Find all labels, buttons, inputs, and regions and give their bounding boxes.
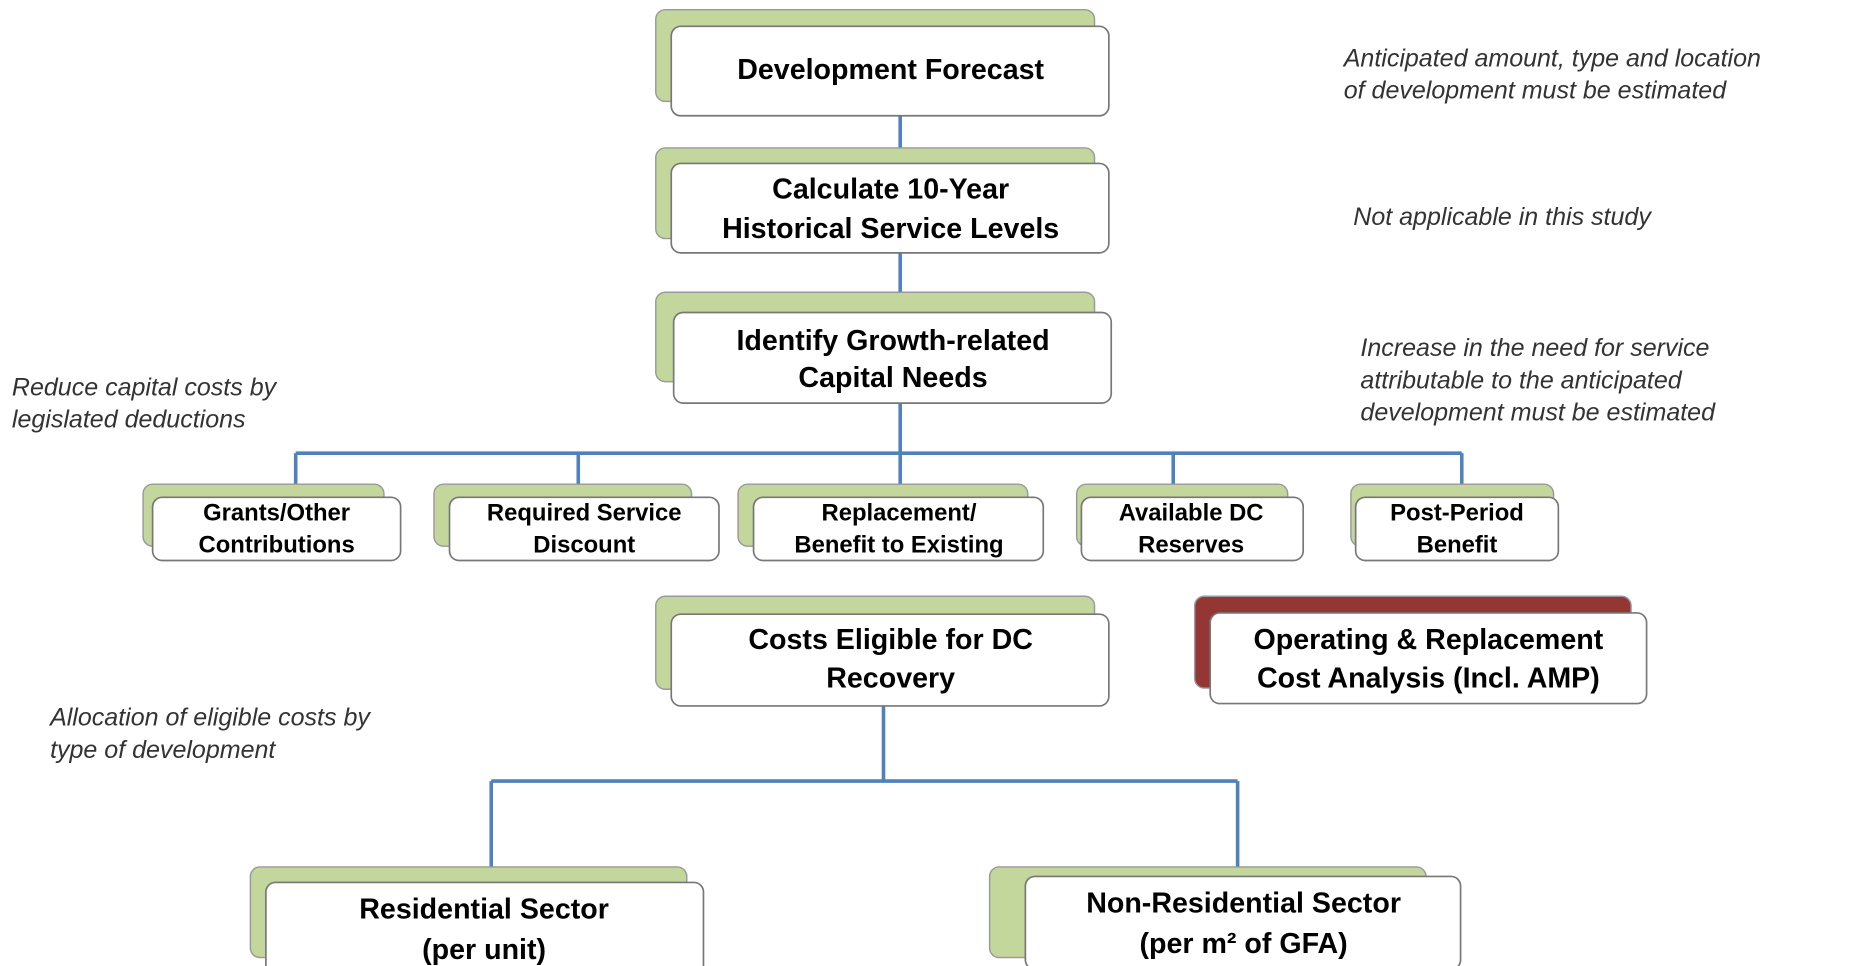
note: type of development	[50, 736, 276, 764]
notes: Anticipated amount, type and location of …	[12, 44, 1761, 764]
node: Operating & Replacement Cost Analysis (In…	[1193, 595, 1648, 705]
note: Anticipated amount, type and location	[1342, 44, 1761, 72]
connectors	[293, 115, 1464, 869]
node-label: Recovery	[826, 662, 955, 694]
boxes: Development Forecast Calculate 10-Year His…	[142, 8, 1648, 966]
node-box	[265, 881, 705, 966]
node: Residential Sector (per unit)	[249, 866, 705, 966]
node-label: Contributions	[199, 531, 355, 558]
node-label: Available DC	[1119, 499, 1264, 526]
node: Calculate 10-Year Historical Service Leve…	[655, 147, 1110, 254]
node-label: Post-Period	[1390, 499, 1524, 526]
node: Replacement/Benefit to Existing	[737, 483, 1045, 562]
node-label: Historical Service Levels	[722, 213, 1059, 245]
node-label: Capital Needs	[798, 362, 987, 394]
node-label: Reserves	[1138, 531, 1244, 558]
node-label: Cost Analysis (Incl. AMP)	[1257, 662, 1600, 694]
node: Required Service Discount	[433, 483, 720, 562]
node-label: Operating & Replacement	[1254, 624, 1604, 656]
note: Increase in the need for service	[1360, 334, 1709, 362]
node-box	[1024, 875, 1462, 966]
node-box	[670, 25, 1110, 117]
node-box	[1354, 496, 1560, 562]
node-label: Costs Eligible for DC	[748, 624, 1033, 656]
node-label: Residential Sector	[359, 894, 609, 926]
node-box	[670, 162, 1110, 254]
node-label: (per m² of GFA)	[1139, 928, 1347, 960]
node-box	[670, 613, 1110, 707]
node-label: Benefit to Existing	[794, 531, 1003, 558]
node-label: Required Service	[487, 499, 682, 526]
node-label: Grants/Other	[203, 499, 350, 526]
node: Non-Residential Sector (per m² of GFA)	[988, 866, 1462, 966]
node-label: Benefit	[1417, 531, 1498, 558]
node-box	[1080, 496, 1305, 562]
node-label: Identify Growth-related	[736, 325, 1049, 357]
node-label: Calculate 10-Year	[772, 173, 1009, 205]
node-label: Non-Residential Sector	[1086, 888, 1401, 920]
note: Not applicable in this study	[1353, 203, 1652, 231]
note: attributable to the anticipated	[1360, 366, 1682, 394]
node: Development Forecast	[655, 8, 1110, 117]
node-box	[672, 311, 1113, 404]
note: legislated deductions	[12, 406, 246, 434]
node: Grants/Other Contributions	[142, 483, 402, 562]
note: development must be estimated	[1360, 398, 1716, 426]
node: Identify Growth-related Capital Needs	[655, 291, 1113, 404]
node-label: Development Forecast	[737, 54, 1044, 86]
node-box	[752, 496, 1045, 562]
node-box	[448, 496, 720, 562]
node-label: (per unit)	[422, 934, 546, 966]
node-box	[1209, 612, 1648, 705]
node: Post-Period Benefit	[1350, 483, 1560, 562]
note: Allocation of eligible costs by	[48, 704, 371, 732]
node-label: Discount	[533, 531, 635, 558]
node-label: Replacement/	[822, 499, 977, 526]
node: Available DC Reserves	[1075, 483, 1305, 562]
node: Costs Eligible for DC Recovery	[655, 595, 1110, 707]
note: of development must be estimated	[1344, 77, 1727, 105]
note: Reduce capital costs by	[12, 373, 278, 401]
node-box	[151, 496, 402, 562]
